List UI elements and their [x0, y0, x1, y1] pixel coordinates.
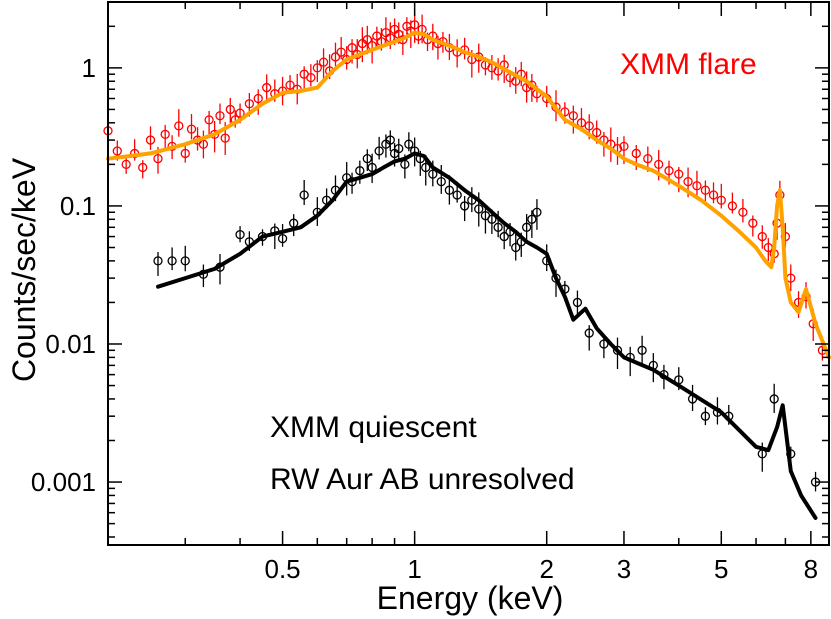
flare-data-point — [186, 114, 197, 140]
flare-data-point — [692, 170, 702, 200]
quiescent-data-point — [459, 196, 470, 222]
flare-data-point — [527, 73, 537, 102]
flare-data-point — [459, 37, 470, 60]
y-axis-ticks — [108, 1, 829, 538]
quiescent-data-point — [527, 210, 537, 238]
flare-data-point — [716, 183, 726, 209]
quiescent-data-point — [499, 223, 509, 250]
quiescent-data-point — [381, 134, 391, 158]
flare-data-point — [700, 180, 711, 202]
flare-data-point — [306, 64, 316, 87]
flare-data-point — [381, 17, 391, 44]
flare-data-point — [362, 25, 372, 55]
quiescent-data-point — [299, 180, 309, 205]
quiescent-data-point — [521, 214, 532, 244]
y-tick-label: 0.01 — [45, 329, 96, 359]
quiescent-data-point — [277, 224, 288, 247]
quiescent-data-point — [637, 335, 647, 367]
quiescent-data-point — [367, 153, 377, 184]
quiescent-data-point — [385, 130, 395, 151]
y-tick-label: 1 — [82, 53, 96, 83]
quiescent-model-line — [156, 151, 818, 520]
quiescent-data-point — [599, 336, 609, 359]
flare-data-point — [452, 39, 462, 68]
quiescent-data-point — [700, 407, 711, 426]
flare-data-point — [318, 48, 329, 80]
flare-data-point — [253, 89, 263, 115]
quiescent-data-points — [153, 130, 821, 492]
flare-data-point — [357, 27, 368, 63]
flare-data-point — [225, 97, 235, 123]
quiescent-data-point — [289, 214, 299, 237]
quiescent-data-point — [362, 149, 372, 171]
flare-data-point — [708, 182, 719, 204]
quiescent-data-point — [572, 290, 583, 317]
x-tick-label: 3 — [617, 554, 631, 584]
quiescent-data-point — [584, 325, 594, 351]
flare-data-point — [330, 42, 341, 67]
x-tick-label: 1 — [407, 554, 421, 584]
quiescent-annotation: XMM quiescent — [270, 411, 477, 444]
x-tick-label: 8 — [804, 554, 818, 584]
flare-data-point — [757, 225, 767, 249]
plot-frame — [107, 1, 830, 546]
model-lines — [106, 30, 831, 520]
flare-data-point — [738, 199, 748, 223]
quiescent-data-point — [511, 231, 521, 261]
x-tick-label: 2 — [539, 554, 553, 584]
flare-data-point — [398, 31, 408, 56]
flare-data-point — [262, 74, 272, 102]
flare-data-point — [215, 103, 225, 125]
flare-data-point — [204, 110, 214, 139]
flare-data-point — [198, 130, 209, 159]
flare-data-point — [145, 126, 156, 150]
quiescent-data-point — [394, 138, 404, 162]
x-tick-label: 0.5 — [265, 554, 301, 584]
x-axis-tick-labels: 0.5 1 2 3 5 8 — [265, 554, 819, 584]
flare-data-point — [160, 124, 170, 148]
flare-data-point — [417, 14, 427, 44]
flare-data-point — [174, 109, 184, 137]
flare-data-point — [568, 105, 578, 134]
quiescent-data-point — [180, 245, 190, 272]
x-tick-label: 5 — [714, 554, 728, 584]
flare-data-point — [138, 160, 148, 179]
quiescent-data-point — [347, 172, 357, 194]
x-axis-ticks — [107, 2, 812, 545]
quiescent-data-point — [404, 132, 414, 152]
flare-data-point — [727, 192, 738, 214]
y-axis-tick-labels: 0.001 0.01 0.1 1 — [31, 53, 96, 497]
source-annotation: RW Aur AB unresolved — [270, 463, 575, 496]
quiescent-data-point — [769, 383, 779, 413]
quiescent-data-point — [436, 164, 446, 194]
x-axis-label: Energy (keV) — [377, 580, 564, 616]
y-tick-label: 0.001 — [31, 467, 96, 497]
flare-annotation: XMM flare — [620, 48, 757, 81]
quiescent-data-point — [235, 226, 245, 243]
quiescent-data-point — [153, 252, 163, 276]
quiescent-data-point — [532, 199, 542, 230]
y-axis-label: Counts/sec/keV — [6, 157, 42, 382]
flare-data-point — [521, 71, 532, 103]
quiescent-data-point — [167, 247, 177, 271]
flare-data-point — [748, 215, 758, 237]
quiescent-data-point — [355, 160, 365, 184]
flare-data-point — [312, 60, 322, 83]
flare-model-line — [106, 30, 831, 360]
flare-data-point — [516, 61, 526, 87]
flare-data-point — [336, 36, 346, 60]
quiescent-data-point — [374, 136, 384, 160]
y-tick-label: 0.1 — [60, 191, 96, 221]
quiescent-data-point — [198, 264, 209, 288]
